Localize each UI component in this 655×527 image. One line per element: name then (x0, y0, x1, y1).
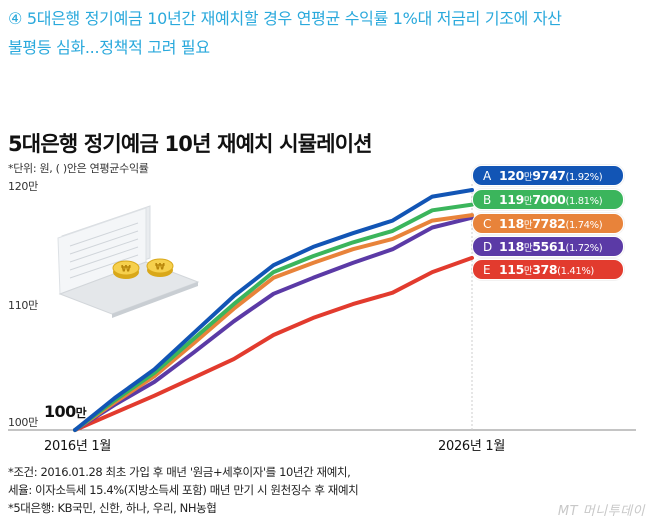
chart-title: 5대은행 정기예금 10년 재예치 시뮬레이션 (8, 132, 373, 156)
legend-key: C (483, 217, 491, 231)
footnote-line-2: 세율: 이자소득세 15.4%(지방소득세 포함) 매년 만기 시 원천징수 후… (8, 483, 359, 497)
start-value-unit: 만 (75, 406, 87, 420)
y-tick-label-120: 120만 (8, 180, 38, 193)
legend-final-man: 118 (499, 239, 524, 254)
legend-pill-e: E 115만378(1.41%) (472, 259, 624, 280)
legend-final-rest: 9747 (532, 168, 566, 183)
headline-line-2: 불평등 심화...정책적 고려 필요 (8, 38, 210, 57)
series-layer (73, 188, 474, 432)
start-value-big: 100 (44, 402, 76, 421)
legend-final-man: 115 (499, 262, 524, 277)
series-line-d (73, 215, 474, 432)
series-line-a (73, 188, 474, 432)
publisher-watermark: MT 머니투데이 (557, 504, 645, 519)
legend-man-unit: 만 (523, 196, 533, 207)
svg-text:₩: ₩ (155, 263, 165, 273)
article-headline: ④ 5대은행 정기예금 10년간 재예치할 경우 연평균 수익률 1%대 저금리… (8, 4, 648, 62)
footnote-line-3: *5대은행: KB국민, 신한, 하나, 우리, NH농협 (8, 501, 217, 515)
coin-icon: ₩ ₩ (112, 258, 174, 279)
legend-pill-a: A 120만9747(1.92%) (472, 165, 624, 186)
unit-note: *단위: 원, ( )안은 연평균수익률 (8, 162, 149, 175)
laptop-illustration (57, 205, 200, 318)
series-line-c (73, 213, 474, 432)
headline-line-1: ④ 5대은행 정기예금 10년간 재예치할 경우 연평균 수익률 1%대 저금리… (8, 9, 562, 28)
footnote: *조건: 2016.01.28 최초 가입 후 매년 '원금+세후이자'를 10… (8, 463, 359, 517)
legend-rate: (1.74%) (565, 220, 603, 231)
svg-text:₩: ₩ (121, 265, 131, 275)
legend-pill-c: C 118만7782(1.74%) (472, 213, 624, 234)
legend-rate: (1.41%) (557, 266, 594, 277)
legend-final-rest: 5561 (532, 239, 566, 254)
legend-man-unit: 만 (523, 220, 533, 231)
legend-final-man: 119 (499, 192, 524, 207)
legend-final-rest: 7000 (532, 192, 566, 207)
legend-rate: (1.81%) (565, 196, 603, 207)
x-tick-label-start: 2016년 1월 (44, 439, 112, 454)
legend-key: B (483, 193, 491, 207)
footnote-line-1: *조건: 2016.01.28 최초 가입 후 매년 '원금+세후이자'를 10… (8, 465, 351, 479)
y-tick-label-100: 100만 (8, 416, 38, 429)
x-tick-label-end: 2026년 1월 (438, 439, 506, 454)
legend-rate: (1.92%) (565, 172, 603, 183)
start-value-label: 100만 (44, 402, 87, 421)
legend-rate: (1.72%) (565, 243, 603, 254)
y-tick-label-110: 110만 (8, 299, 38, 312)
legend-final-man: 118 (499, 216, 524, 231)
legend-final-man: 120 (499, 168, 524, 183)
legend-man-unit: 만 (523, 172, 533, 183)
legend-man-unit: 만 (523, 266, 533, 277)
legend-key: D (483, 240, 492, 254)
legend-key: E (483, 263, 491, 277)
series-line-e (73, 255, 474, 432)
legend-key: A (483, 169, 491, 183)
legend-final-rest: 378 (532, 262, 558, 277)
legend-pill-b: B 119만7000(1.81%) (472, 189, 624, 210)
series-line-b (73, 202, 474, 432)
legend-man-unit: 만 (523, 243, 533, 254)
legend-final-rest: 7782 (532, 216, 566, 231)
legend-pill-d: D 118만5561(1.72%) (472, 236, 624, 257)
